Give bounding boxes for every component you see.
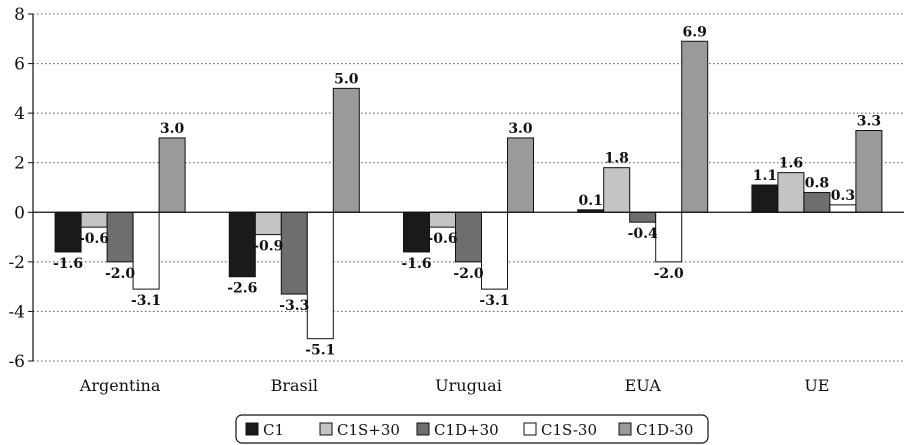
data-label: -2.0 — [654, 266, 684, 282]
bar-c1d-30-argentina — [158, 137, 186, 213]
data-label: 3.0 — [160, 121, 185, 137]
legend-swatch — [245, 422, 259, 436]
bar-c1d-30-brasil — [332, 87, 360, 213]
y-tick-label: -4 — [8, 302, 25, 322]
legend-label: C1S-30 — [541, 421, 597, 439]
bar-c1s-30-brasil — [306, 211, 334, 340]
data-label: -3.1 — [131, 293, 161, 309]
bar-c1d-30-eua — [681, 40, 709, 213]
legend: C1 C1S+30 C1D+30 C1S-30 C1D-30 — [235, 414, 709, 444]
bar-c1-argentina — [54, 211, 82, 253]
data-label: -0.9 — [253, 239, 283, 255]
bar-c1s-30-brasil — [254, 211, 282, 236]
data-label: -3.3 — [279, 298, 309, 314]
bar-c1s-30-ue — [777, 172, 805, 213]
data-label: 3.0 — [508, 121, 533, 137]
data-label: 0.8 — [805, 175, 829, 191]
bar-c1d-30-ue — [803, 191, 831, 213]
x-category-label: Argentina — [79, 376, 161, 395]
data-label: -0.6 — [79, 231, 109, 247]
legend-label: C1 — [263, 421, 284, 439]
y-axis-ticks: -6 -4 -2 0 2 4 6 8 — [8, 5, 33, 372]
legend-swatch — [523, 422, 537, 436]
bar-c1-ue — [751, 184, 779, 213]
data-label: -2.0 — [453, 266, 483, 282]
data-label: -0.4 — [628, 226, 658, 242]
bar-c1s-30-eua — [655, 211, 683, 263]
x-category-label: Brasil — [271, 376, 318, 395]
data-label: -2.0 — [105, 266, 135, 282]
y-tick-label: 2 — [14, 154, 25, 174]
legend-label: C1D+30 — [434, 421, 499, 439]
y-tick-label: 4 — [14, 104, 25, 124]
y-tick-label: 0 — [14, 203, 25, 223]
y-tick-label: 6 — [14, 55, 25, 75]
bar-c1d-30-argentina — [106, 211, 134, 263]
category-labels: Argentina Brasil Uruguai EUA UE — [79, 376, 830, 395]
x-category-label: EUA — [625, 376, 662, 395]
y-tick-label: -6 — [8, 352, 25, 372]
bar-c1d-30-uruguai — [455, 211, 482, 263]
x-category-label: Uruguai — [435, 376, 502, 395]
data-label: 1.8 — [605, 151, 629, 167]
bar-c1s-30-uruguai — [481, 211, 508, 290]
bar-c1s-30-eua — [603, 167, 631, 213]
bars — [54, 40, 883, 340]
data-label: -0.6 — [427, 231, 457, 247]
bar-c1-uruguai — [403, 211, 430, 253]
legend-swatch — [416, 422, 430, 436]
legend-swatch — [618, 422, 632, 436]
axes — [32, 14, 904, 361]
legend-swatch — [319, 422, 333, 436]
data-label: 0.3 — [831, 188, 855, 204]
bar-c1s-30-uruguai — [429, 211, 456, 228]
data-label: 5.0 — [334, 71, 359, 87]
legend-label: C1S+30 — [337, 421, 400, 439]
bar-c1d-30-uruguai — [507, 137, 534, 213]
data-label: -5.1 — [305, 343, 335, 359]
bar-c1-brasil — [228, 211, 256, 278]
bar-c1s-30-argentina — [80, 211, 108, 228]
data-label: 0.1 — [579, 193, 603, 209]
y-tick-label: 8 — [14, 5, 25, 25]
data-label: -3.1 — [479, 293, 509, 309]
data-label: -1.6 — [401, 256, 431, 272]
data-labels: -1.6 -0.6 -2.0 -3.1 3.0 -2.6 -0.9 -3.3 -5.1 5.0 -1… — [53, 24, 881, 358]
data-label: -1.6 — [53, 256, 83, 272]
data-label: -2.6 — [227, 281, 257, 297]
bar-c1s-30-argentina — [132, 211, 160, 290]
data-label: 6.9 — [683, 24, 707, 40]
bar-c1d-30-eua — [629, 211, 657, 223]
bar-c1s-30-ue — [829, 204, 857, 213]
legend-box — [235, 414, 709, 444]
data-label: 1.6 — [779, 156, 803, 172]
bar-c1d-30-brasil — [280, 211, 308, 295]
x-category-label: UE — [804, 376, 829, 395]
y-tick-label: -2 — [8, 253, 25, 273]
data-label: 3.3 — [857, 113, 881, 129]
legend-label: C1D-30 — [636, 421, 693, 439]
data-label: 1.1 — [753, 168, 777, 184]
bar-c1d-30-ue — [855, 129, 883, 213]
